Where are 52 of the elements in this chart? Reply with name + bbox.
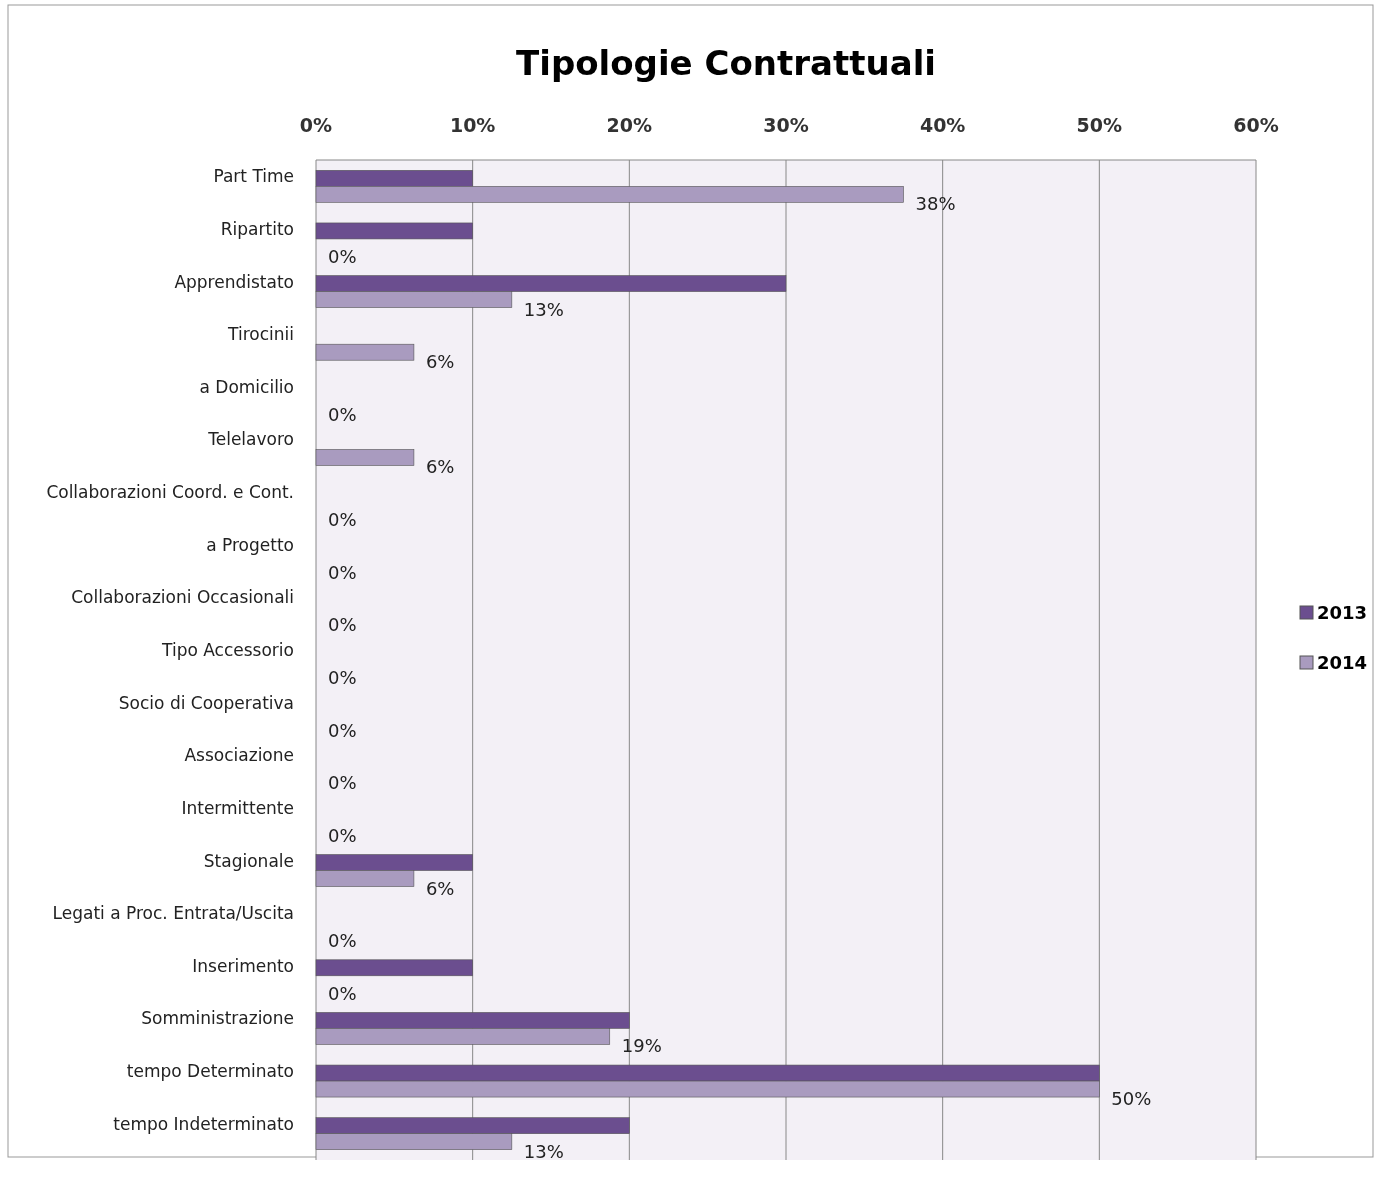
data-label: 19% xyxy=(621,1035,662,1057)
x-tick-label: 10% xyxy=(449,114,496,136)
x-tick-label: 30% xyxy=(763,114,809,136)
legend-label: 2013 xyxy=(1317,602,1368,623)
data-label: 0% xyxy=(328,772,357,794)
legend-label: 2014 xyxy=(1317,652,1368,673)
bar xyxy=(315,343,415,361)
y-tick-label: Legati a Proc. Entrata/Uscita xyxy=(52,903,294,924)
data-label: 6% xyxy=(425,351,455,373)
bar xyxy=(315,222,473,240)
y-tick-label: Telelavoro xyxy=(207,429,294,450)
data-label: 0% xyxy=(328,824,357,846)
y-tick-label: Inserimento xyxy=(192,955,294,976)
data-label: 0% xyxy=(328,667,357,688)
y-tick-label: a Domicilio xyxy=(199,376,294,397)
data-label: 6% xyxy=(425,456,455,478)
x-tick-label: 60% xyxy=(1233,114,1279,136)
x-tick-label: 0% xyxy=(299,114,333,136)
y-tick-label: Ripartito xyxy=(220,218,294,239)
y-tick-label: tempo Determinato xyxy=(126,1061,294,1082)
y-tick-label: Intermittente xyxy=(181,797,294,818)
data-label: 0% xyxy=(328,561,357,583)
bar xyxy=(315,449,415,466)
y-tick-label: Collaborazioni Coord. e Cont. xyxy=(46,482,294,503)
y-tick-label: Part Time xyxy=(213,166,294,187)
data-label: 0% xyxy=(328,930,357,952)
data-label: 0% xyxy=(328,719,357,741)
y-tick-label: Tirocinii xyxy=(227,324,294,345)
data-label: 38% xyxy=(915,193,956,215)
data-label: 0% xyxy=(328,403,357,425)
bar xyxy=(315,959,473,977)
data-label: 0% xyxy=(328,982,357,1004)
y-tick-label: a Progetto xyxy=(206,534,294,555)
x-tick-label: 20% xyxy=(606,114,653,136)
data-label: 50% xyxy=(1111,1088,1152,1110)
y-tick-label: Somministrazione xyxy=(141,1008,294,1029)
data-label: 6% xyxy=(425,877,455,899)
y-tick-label: Collaborazioni Occasionali xyxy=(71,587,294,608)
data-label: 0% xyxy=(328,614,357,636)
x-tick-label: 40% xyxy=(919,114,966,136)
y-tick-label: Tipo Accessorio xyxy=(161,640,294,660)
data-label: 13% xyxy=(523,1140,564,1162)
data-label: 13% xyxy=(523,298,564,320)
y-tick-label: Associazione xyxy=(184,745,294,766)
y-tick-label: tempo Indeterminato xyxy=(113,1113,294,1134)
data-label: 0% xyxy=(328,509,357,531)
y-tick-label: Stagionale xyxy=(203,850,294,871)
x-tick-label: 50% xyxy=(1076,114,1123,136)
y-tick-label: Apprendistato xyxy=(174,271,294,292)
y-tick-label: Socio di Cooperativa xyxy=(118,692,294,713)
chart-title: Tipologie Contrattuali xyxy=(516,43,936,83)
data-label: 0% xyxy=(328,245,357,267)
